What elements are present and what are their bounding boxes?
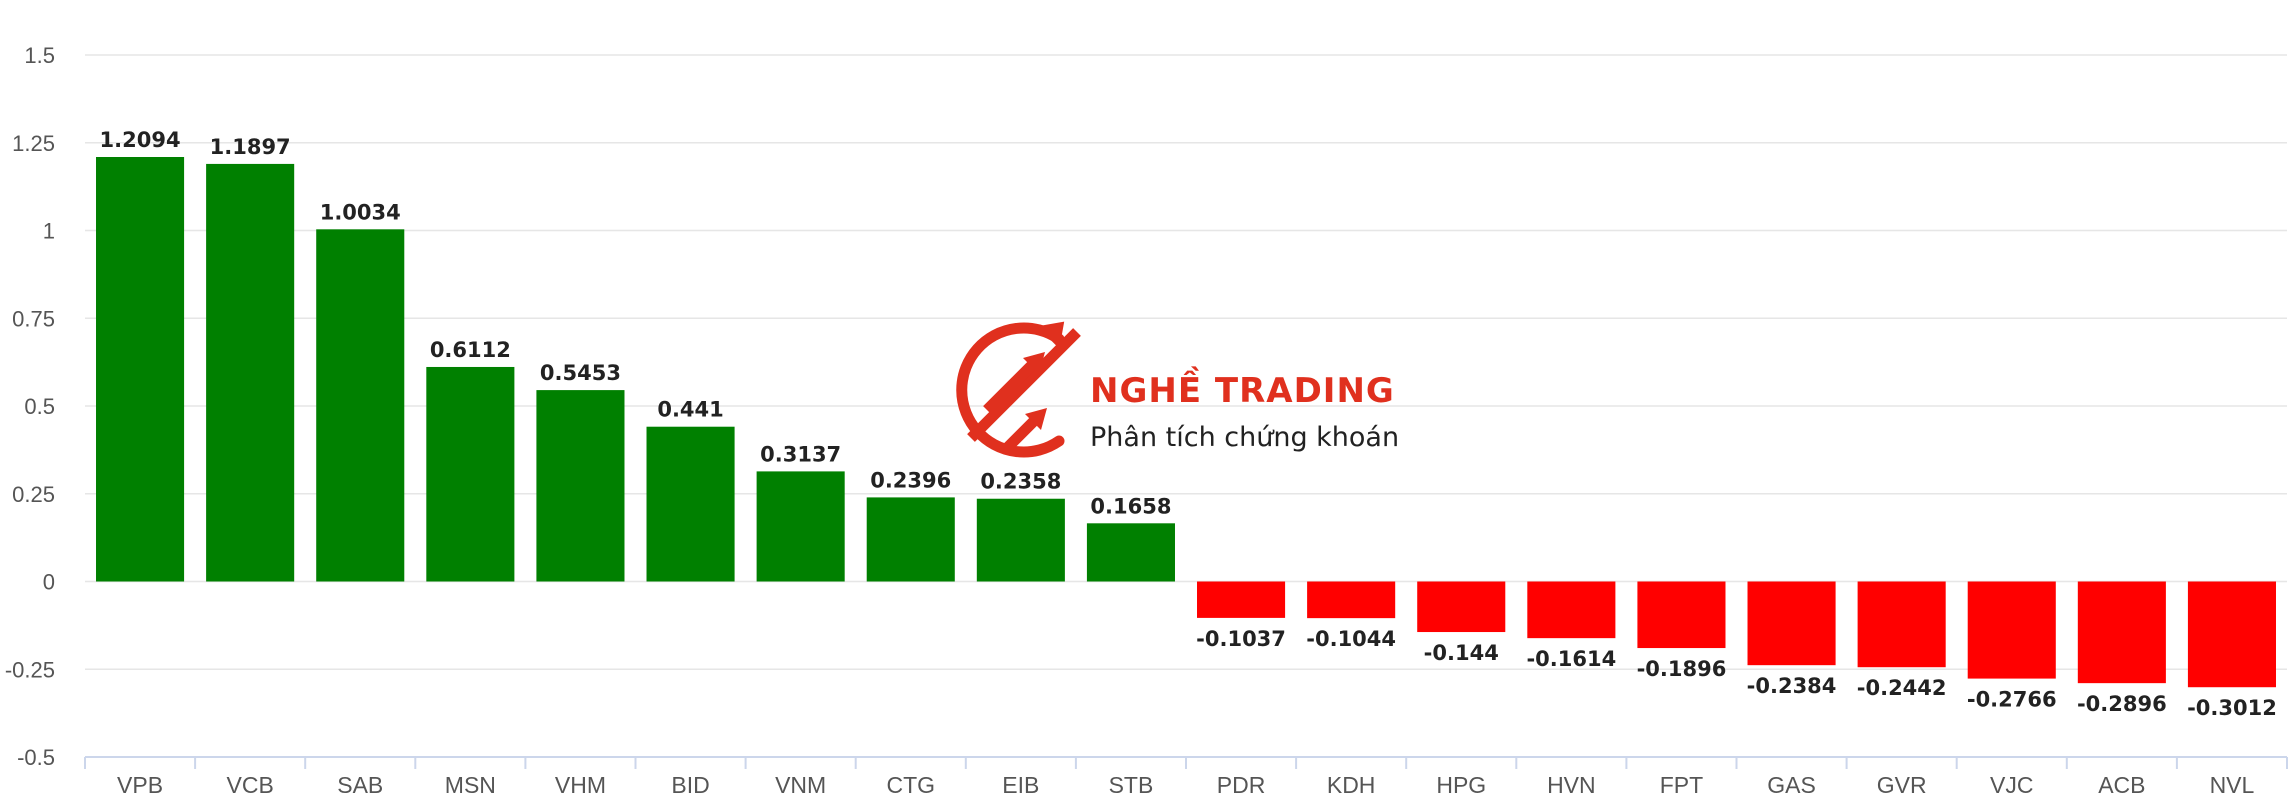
x-tick-label: VJC <box>1990 772 2033 798</box>
data-label: -0.2896 <box>2077 692 2167 716</box>
bar-ctg <box>866 497 955 582</box>
data-label: -0.2442 <box>1857 676 1947 700</box>
data-label: 0.5453 <box>540 361 621 385</box>
bar-bid <box>646 426 735 582</box>
data-label: -0.1044 <box>1306 627 1396 651</box>
data-label: -0.1037 <box>1196 627 1286 651</box>
bar-vhm <box>536 390 625 582</box>
x-axis: VPB VCB SAB MSN VHM BID VNM CTG EIB STB PDR KDH HPG H… <box>84 756 2288 798</box>
y-tick-label: 1.5 <box>24 43 55 68</box>
y-tick-label: 0.75 <box>12 306 55 331</box>
bar-acb <box>2077 581 2166 684</box>
x-tick-label: EIB <box>1002 772 1039 798</box>
x-tick-label: ACB <box>2098 772 2145 798</box>
bar-eib <box>976 498 1065 582</box>
data-label: 0.2396 <box>870 468 951 492</box>
bar-sab <box>316 229 405 582</box>
x-tick-label: PDR <box>1217 772 1266 798</box>
data-label: 1.1897 <box>210 135 291 159</box>
data-label: -0.144 <box>1424 641 1499 665</box>
y-tick-label: 1 <box>43 219 55 244</box>
data-labels: 1.2094 1.1897 1.0034 0.6112 0.5453 0.441 0.313… <box>100 128 2277 720</box>
bar-gas <box>1747 581 1836 666</box>
x-tick-label: VHM <box>555 772 606 798</box>
y-tick-label: 0.5 <box>24 394 55 419</box>
data-label: -0.2766 <box>1967 688 2057 712</box>
x-tick-label: VCB <box>227 772 274 798</box>
data-label: 0.3137 <box>760 442 841 466</box>
x-tick-label: STB <box>1109 772 1154 798</box>
x-tick-label: BID <box>671 772 709 798</box>
x-tick-label: CTG <box>886 772 935 798</box>
x-tick-label: HPG <box>1436 772 1486 798</box>
brand-name: NGHỀ TRADING <box>1090 366 1395 411</box>
data-label: 0.6112 <box>430 338 511 362</box>
brand-tagline: Phân tích chứng khoán <box>1090 422 1399 453</box>
data-label: -0.1896 <box>1637 657 1727 681</box>
data-label: 1.0034 <box>320 200 401 224</box>
bar-pdr <box>1197 581 1286 618</box>
bar-nvl <box>2187 581 2276 688</box>
x-tick-label: GVR <box>1877 772 1927 798</box>
y-tick-label: -0.5 <box>17 745 55 770</box>
x-tick-label: NVL <box>2210 772 2255 798</box>
x-tick-label: VPB <box>117 772 163 798</box>
bar-vcb <box>206 163 295 582</box>
y-tick-label: 1.25 <box>12 131 55 156</box>
x-tick-label: SAB <box>337 772 383 798</box>
data-label: 1.2094 <box>100 128 181 152</box>
bar-hpg <box>1417 581 1506 633</box>
bar-vnm <box>756 471 845 582</box>
grid-lines <box>85 54 2287 670</box>
x-tick-label: VNM <box>775 772 826 798</box>
data-label: -0.1614 <box>1526 647 1616 671</box>
y-tick-label: 0 <box>43 570 55 595</box>
y-tick-label: 0.25 <box>12 482 55 507</box>
bar-fpt <box>1637 581 1726 649</box>
bar-vjc <box>1967 581 2056 679</box>
data-label: 0.2358 <box>980 470 1061 494</box>
x-tick-label: HVN <box>1547 772 1596 798</box>
data-label: 0.1658 <box>1090 494 1171 518</box>
x-tick-label: KDH <box>1327 772 1376 798</box>
data-label: 0.441 <box>657 398 723 422</box>
x-tick-label: MSN <box>445 772 496 798</box>
x-tick-label: GAS <box>1767 772 1816 798</box>
bar-kdh <box>1307 581 1396 619</box>
bar-hvn <box>1527 581 1616 639</box>
logo-arrows-icon <box>956 321 1081 458</box>
data-label: -0.3012 <box>2187 696 2277 720</box>
bar-gvr <box>1857 581 1946 668</box>
bar-stb <box>1086 523 1175 582</box>
bars <box>96 157 2276 688</box>
watermark: NGHỀ TRADING Phân tích chứng khoán <box>956 321 1399 458</box>
data-label: -0.2384 <box>1747 674 1837 698</box>
y-tick-label: -0.25 <box>5 657 55 682</box>
bar-msn <box>426 366 515 582</box>
y-axis-ticks: 1.5 1.25 1 0.75 0.5 0.25 0 -0.25 -0.5 <box>5 43 55 770</box>
bar-vpb <box>96 157 185 582</box>
x-tick-label: FPT <box>1660 772 1703 798</box>
